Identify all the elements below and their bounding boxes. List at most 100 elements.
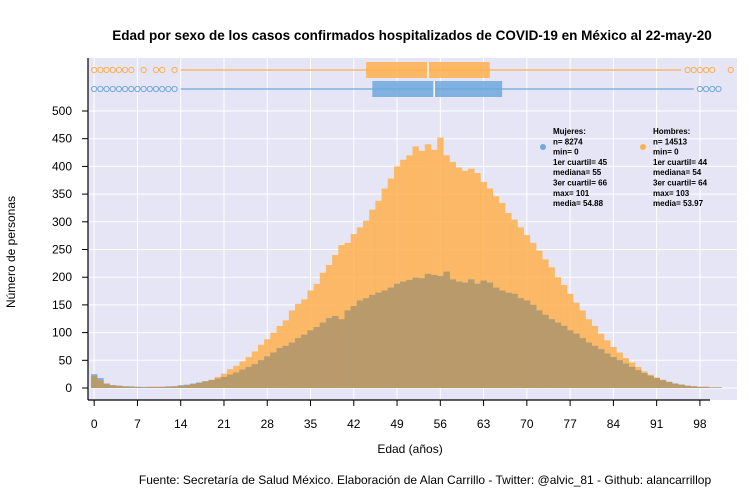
bar-overlap-88 <box>635 370 642 388</box>
x-tick-label: 0 <box>91 417 98 431</box>
bar-overlap-37 <box>319 322 327 388</box>
bar-overlap-0 <box>91 375 98 388</box>
bar-overlap-93 <box>665 381 673 388</box>
bar-overlap-63 <box>480 280 487 388</box>
bar-overlap-64 <box>486 282 494 388</box>
bar-overlap-69 <box>517 298 524 388</box>
bar-hombres-56 <box>437 137 444 388</box>
x-tick-label: 63 <box>477 417 491 431</box>
boxplot-outlier-mujeres <box>171 85 178 93</box>
bar-overlap-101 <box>715 387 722 388</box>
legend-stat-line: min= 0 <box>653 148 679 157</box>
bar-overlap-56 <box>437 276 444 388</box>
boxplot-outlier-mujeres <box>702 85 710 93</box>
bar-hombres-59 <box>455 167 463 388</box>
legend-stat-line: Mujeres: <box>553 127 586 136</box>
bar-hombres-60 <box>461 170 469 388</box>
y-tick-label: 250 <box>52 243 72 257</box>
bar-overlap-44 <box>363 298 370 388</box>
bar-overlap-89 <box>641 373 648 388</box>
bar-overlap-70 <box>523 300 531 388</box>
bar-overlap-21 <box>220 376 228 388</box>
bar-overlap-55 <box>431 274 438 388</box>
boxplot-outlier-hombres <box>696 66 704 74</box>
bar-overlap-76 <box>560 325 568 388</box>
bar-overlap-66 <box>499 290 506 388</box>
legend-stat-line: min= 0 <box>553 148 579 157</box>
bar-overlap-20 <box>214 378 222 388</box>
bar-overlap-59 <box>455 281 463 388</box>
source-caption: Fuente: Secretaría de Salud México. Elab… <box>139 473 712 487</box>
bar-overlap-42 <box>350 306 358 388</box>
boxplot-outlier-hombres <box>128 66 135 74</box>
bar-overlap-77 <box>567 330 574 388</box>
bar-overlap-9 <box>146 386 154 388</box>
bar-hombres-40 <box>338 245 345 388</box>
bar-overlap-81 <box>591 345 599 388</box>
bar-overlap-97 <box>690 386 698 388</box>
x-tick-label: 28 <box>261 417 275 431</box>
x-tick-label: 49 <box>390 417 404 431</box>
x-tick-label: 84 <box>607 417 621 431</box>
bar-overlap-83 <box>604 353 611 388</box>
bar-overlap-65 <box>492 287 500 388</box>
boxplot-outlier-mujeres <box>715 85 722 93</box>
chart-title: Edad por sexo de los casos confirmados h… <box>112 28 711 43</box>
legend-stat-line: 3er cuartil= 64 <box>653 179 708 188</box>
bar-overlap-5 <box>121 386 129 388</box>
boxplot-outlier-hombres <box>97 66 104 74</box>
boxplot-outlier-mujeres <box>140 85 147 93</box>
bar-overlap-57 <box>443 271 450 388</box>
bar-hombres-55 <box>431 149 438 388</box>
y-axis: 0 50 100 150 200 250 300 350 400 450 500 <box>52 104 88 395</box>
bar-overlap-2 <box>103 383 110 388</box>
boxplot-outlier-hombres <box>140 66 147 74</box>
boxplot-outlier-hombres <box>103 66 110 74</box>
y-tick-label: 50 <box>59 353 73 367</box>
bar-overlap-50 <box>400 281 407 388</box>
bar-overlap-80 <box>585 342 592 388</box>
bar-overlap-46 <box>375 292 382 388</box>
boxplot-outlier-mujeres <box>128 85 135 93</box>
y-tick-label: 100 <box>52 326 72 340</box>
bar-hombres-51 <box>406 155 413 388</box>
bar-hombres-53 <box>418 150 426 388</box>
legend-stat-line: max= 101 <box>553 189 590 198</box>
boxplot-outlier-hombres <box>115 66 123 74</box>
bar-overlap-62 <box>474 283 481 388</box>
x-tick-label: 98 <box>693 417 707 431</box>
boxplot-outlier-hombres <box>727 66 734 74</box>
legend-stat-line: 3er cuartil= 66 <box>553 179 608 188</box>
x-tick-label: 35 <box>304 417 318 431</box>
bar-overlap-35 <box>307 330 314 388</box>
y-tick-label: 450 <box>52 132 72 146</box>
boxplot-outlier-mujeres <box>91 85 98 93</box>
x-tick-label: 14 <box>174 417 188 431</box>
bar-overlap-4 <box>115 385 123 388</box>
boxplot-outlier-mujeres <box>103 85 110 93</box>
series-overlap <box>91 271 722 388</box>
bar-overlap-61 <box>468 279 475 388</box>
bar-overlap-26 <box>251 364 259 388</box>
bar-overlap-40 <box>338 319 345 388</box>
bar-overlap-43 <box>356 300 364 388</box>
bar-overlap-14 <box>177 385 185 388</box>
bar-overlap-17 <box>196 383 203 388</box>
bar-mujeres-8 <box>140 386 147 388</box>
boxplot-outlier-hombres <box>109 66 116 74</box>
bar-overlap-86 <box>622 363 630 388</box>
x-tick-label: 70 <box>520 417 534 431</box>
bar-overlap-79 <box>579 338 586 388</box>
boxplot-outlier-mujeres <box>134 85 141 93</box>
bar-hombres-52 <box>412 146 419 388</box>
y-tick-label: 350 <box>52 187 72 201</box>
bar-hombres-49 <box>393 166 401 388</box>
bar-overlap-73 <box>542 314 549 388</box>
bar-overlap-48 <box>387 287 395 388</box>
boxplot-outlier-mujeres <box>146 85 153 93</box>
boxplot-outlier-hombres <box>159 66 166 74</box>
bar-overlap-68 <box>511 293 518 388</box>
legend-stat-line: media= 53.97 <box>653 199 704 208</box>
bar-overlap-13 <box>171 386 178 388</box>
